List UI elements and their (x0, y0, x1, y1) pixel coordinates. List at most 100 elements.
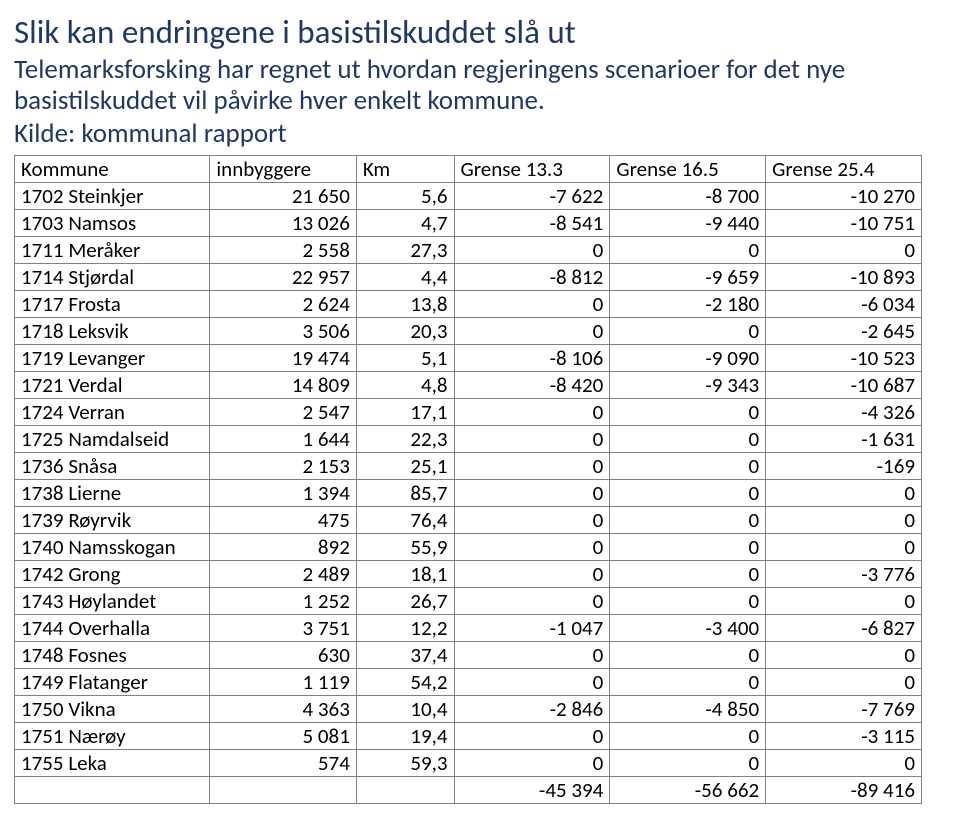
cell-km: 85,7 (356, 480, 454, 507)
cell-innbyggere: 14 809 (210, 372, 357, 399)
cell-g3: 0 (766, 237, 922, 264)
cell-g2: 0 (610, 534, 766, 561)
cell-g2: 0 (610, 237, 766, 264)
cell-innbyggere: 22 957 (210, 264, 357, 291)
cell-g1: 0 (454, 588, 610, 615)
cell-kommune: 1739 Røyrvik (15, 507, 210, 534)
cell-kommune: 1717 Frosta (15, 291, 210, 318)
cell-g3: -3 776 (766, 561, 922, 588)
cell-innbyggere: 1 119 (210, 669, 357, 696)
cell-km: 19,4 (356, 723, 454, 750)
cell-g3: -6 034 (766, 291, 922, 318)
cell-km: 25,1 (356, 453, 454, 480)
cell-kommune: 1702 Steinkjer (15, 183, 210, 210)
cell-km: 55,9 (356, 534, 454, 561)
cell-innbyggere: 3 751 (210, 615, 357, 642)
cell-km: 5,6 (356, 183, 454, 210)
col-grense-13-3: Grense 13.3 (454, 156, 610, 183)
cell-g2: 0 (610, 399, 766, 426)
cell-g3: -2 645 (766, 318, 922, 345)
col-km: Km (356, 156, 454, 183)
table-row: 1738 Lierne1 39485,7000 (15, 480, 922, 507)
cell-kommune: 1740 Namsskogan (15, 534, 210, 561)
table-row: 1711 Meråker2 55827,3000 (15, 237, 922, 264)
cell-g1: 0 (454, 750, 610, 777)
cell-innbyggere: 2 558 (210, 237, 357, 264)
cell-g3: 0 (766, 507, 922, 534)
cell-g1: 0 (454, 399, 610, 426)
cell-innbyggere: 2 153 (210, 453, 357, 480)
cell-g1: 0 (454, 561, 610, 588)
cell-innbyggere: 1 252 (210, 588, 357, 615)
cell-g2: -9 090 (610, 345, 766, 372)
cell-g1: 0 (454, 426, 610, 453)
cell-g2: 0 (610, 453, 766, 480)
cell-g2: -9 659 (610, 264, 766, 291)
cell-g1: 0 (454, 318, 610, 345)
cell-g2: -9 440 (610, 210, 766, 237)
cell-g3: -6 827 (766, 615, 922, 642)
cell-kommune: 1711 Meråker (15, 237, 210, 264)
cell-g1: -1 047 (454, 615, 610, 642)
cell-g2: 0 (610, 642, 766, 669)
cell-empty (15, 777, 210, 804)
col-innbyggere: innbyggere (210, 156, 357, 183)
cell-innbyggere: 19 474 (210, 345, 357, 372)
data-table: Kommune innbyggere Km Grense 13.3 Grense… (14, 155, 922, 804)
table-row: 1755 Leka57459,3000 (15, 750, 922, 777)
cell-g1: 0 (454, 642, 610, 669)
cell-g2: 0 (610, 669, 766, 696)
cell-kommune: 1755 Leka (15, 750, 210, 777)
cell-km: 4,8 (356, 372, 454, 399)
table-row: 1740 Namsskogan89255,9000 (15, 534, 922, 561)
cell-kommune: 1725 Namdalseid (15, 426, 210, 453)
cell-g2: 0 (610, 318, 766, 345)
col-grense-25-4: Grense 25.4 (766, 156, 922, 183)
cell-innbyggere: 4 363 (210, 696, 357, 723)
cell-g3: -169 (766, 453, 922, 480)
cell-g3: -10 523 (766, 345, 922, 372)
table-row: 1718 Leksvik3 50620,300-2 645 (15, 318, 922, 345)
table-row: 1749 Flatanger1 11954,2000 (15, 669, 922, 696)
table-row: 1744 Overhalla3 75112,2-1 047-3 400-6 82… (15, 615, 922, 642)
cell-kommune: 1748 Fosnes (15, 642, 210, 669)
cell-total-g1: -45 394 (454, 777, 610, 804)
cell-g3: -10 270 (766, 183, 922, 210)
table-row: 1739 Røyrvik47576,4000 (15, 507, 922, 534)
cell-km: 22,3 (356, 426, 454, 453)
cell-km: 4,7 (356, 210, 454, 237)
cell-kommune: 1721 Verdal (15, 372, 210, 399)
table-row: 1743 Høylandet1 25226,7000 (15, 588, 922, 615)
cell-km: 76,4 (356, 507, 454, 534)
cell-g2: -2 180 (610, 291, 766, 318)
cell-kommune: 1751 Nærøy (15, 723, 210, 750)
cell-g1: -7 622 (454, 183, 610, 210)
cell-g2: 0 (610, 723, 766, 750)
cell-g2: -8 700 (610, 183, 766, 210)
cell-km: 26,7 (356, 588, 454, 615)
table-row: 1736 Snåsa2 15325,100-169 (15, 453, 922, 480)
cell-g3: 0 (766, 480, 922, 507)
cell-kommune: 1736 Snåsa (15, 453, 210, 480)
cell-g3: -3 115 (766, 723, 922, 750)
col-grense-16-5: Grense 16.5 (610, 156, 766, 183)
cell-kommune: 1718 Leksvik (15, 318, 210, 345)
cell-g3: -4 326 (766, 399, 922, 426)
cell-g2: 0 (610, 750, 766, 777)
cell-g1: 0 (454, 669, 610, 696)
cell-g2: -4 850 (610, 696, 766, 723)
cell-g3: 0 (766, 534, 922, 561)
cell-kommune: 1738 Lierne (15, 480, 210, 507)
cell-g1: 0 (454, 480, 610, 507)
cell-empty (356, 777, 454, 804)
cell-km: 59,3 (356, 750, 454, 777)
cell-g2: 0 (610, 480, 766, 507)
cell-innbyggere: 21 650 (210, 183, 357, 210)
page-subtitle: Telemarksforsking har regnet ut hvordan … (14, 54, 950, 116)
cell-innbyggere: 892 (210, 534, 357, 561)
cell-km: 18,1 (356, 561, 454, 588)
cell-g1: 0 (454, 237, 610, 264)
cell-km: 37,4 (356, 642, 454, 669)
table-totals-row: -45 394-56 662-89 416 (15, 777, 922, 804)
cell-innbyggere: 3 506 (210, 318, 357, 345)
